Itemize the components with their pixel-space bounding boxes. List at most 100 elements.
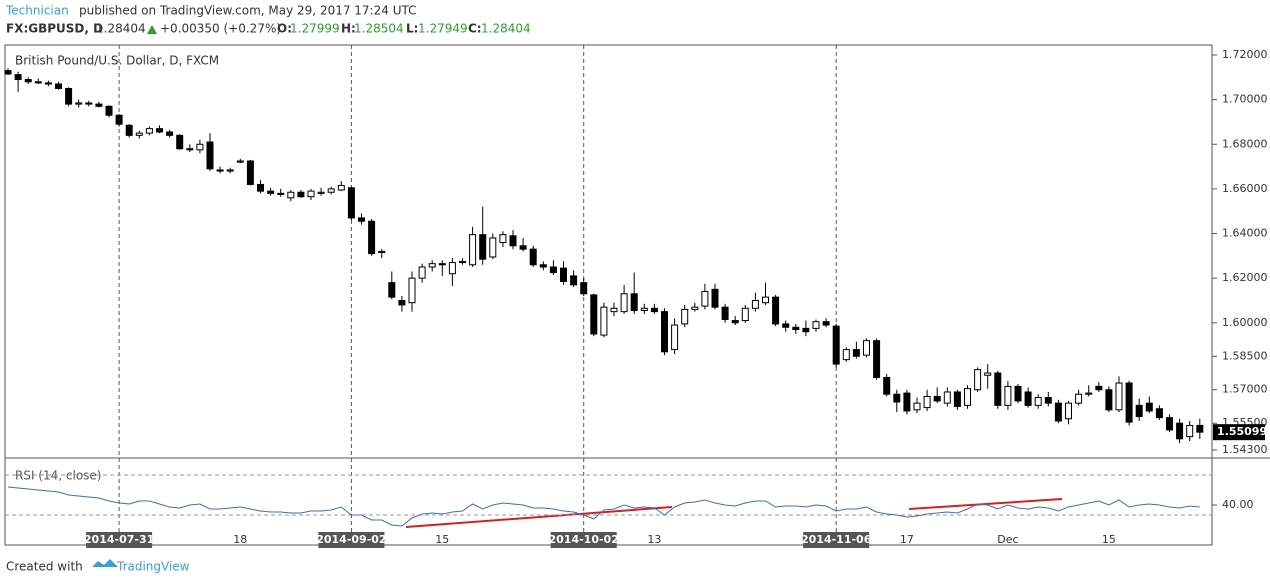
candle-body xyxy=(489,237,497,258)
candle-body xyxy=(115,114,123,125)
x-tick-label: 2014-10-02 xyxy=(549,533,619,546)
candle-body xyxy=(772,296,780,325)
candle-body xyxy=(731,320,739,324)
candle-body xyxy=(358,217,365,222)
candle-body xyxy=(1155,408,1163,419)
candle-body xyxy=(65,87,73,105)
date-highlight xyxy=(550,532,617,548)
x-tick-label: 17 xyxy=(900,533,914,546)
candle-body xyxy=(903,392,911,412)
candle-body xyxy=(549,266,557,274)
candle-body xyxy=(701,291,709,307)
candle-body xyxy=(438,263,446,266)
candle-body xyxy=(1085,392,1093,395)
candle-body xyxy=(327,188,335,193)
candle-body xyxy=(55,83,62,89)
author[interactable]: Technician xyxy=(5,4,69,18)
candle-body xyxy=(1135,404,1143,418)
candle-body xyxy=(257,183,264,192)
candle-body xyxy=(650,307,658,313)
candle-body xyxy=(388,282,396,298)
candle-body xyxy=(529,248,537,266)
footer-brand[interactable]: TradingView xyxy=(116,560,190,574)
candle-body xyxy=(661,311,668,353)
candle-body xyxy=(1145,402,1153,412)
candle-body xyxy=(974,369,982,391)
candle-body xyxy=(681,308,689,325)
candle-body xyxy=(1105,389,1113,411)
trendline xyxy=(908,498,1063,510)
candle-body xyxy=(418,266,426,279)
candle-body xyxy=(1095,385,1103,391)
x-tick-label: 13 xyxy=(647,533,661,546)
candle-body xyxy=(186,148,194,151)
y-tick-label: 1.60000 xyxy=(1222,316,1268,329)
candle-body xyxy=(539,264,547,268)
candle-body xyxy=(44,82,52,85)
candle-body xyxy=(1004,385,1012,406)
candle-body xyxy=(711,288,719,308)
o-value: 1.27999 xyxy=(290,22,340,36)
date-highlight xyxy=(318,532,385,548)
y-tick-label: 1.57000 xyxy=(1222,383,1268,396)
candle-body xyxy=(206,141,214,170)
candle-body xyxy=(297,191,305,198)
candle-body xyxy=(176,134,184,150)
candle-body xyxy=(671,324,679,351)
candle-body xyxy=(145,128,153,134)
candle-body xyxy=(620,293,628,313)
h-key: H: xyxy=(341,22,356,36)
candle-body xyxy=(842,349,850,361)
rsi-title: RSI (14, close) xyxy=(15,469,101,483)
candle-body xyxy=(590,294,598,335)
trendline xyxy=(405,506,673,528)
y-tick-label: 1.58500 xyxy=(1222,349,1268,362)
candle-body xyxy=(782,323,790,328)
candle-body xyxy=(277,192,285,195)
candle-body xyxy=(347,187,355,219)
candle-body xyxy=(883,376,891,395)
chart-title: British Pound/U.S. Dollar, D, FXCM xyxy=(15,54,219,68)
candle-body xyxy=(852,349,860,357)
candle-body xyxy=(519,245,527,250)
candle-body xyxy=(125,124,133,136)
date-highlight xyxy=(803,532,870,548)
candle-body xyxy=(246,160,254,185)
y-tick-label: 1.72000 xyxy=(1222,48,1268,61)
candle-body xyxy=(1166,417,1173,431)
candle-body xyxy=(95,103,103,107)
l-key: L: xyxy=(406,22,418,36)
candle-body xyxy=(459,260,466,264)
candle-body xyxy=(216,169,224,172)
candle-body xyxy=(398,299,406,306)
y-tick-label: 1.64000 xyxy=(1222,227,1268,240)
candle-body xyxy=(600,306,608,336)
candle-body xyxy=(267,190,275,194)
candle-body xyxy=(863,340,870,356)
o-key: O: xyxy=(277,22,292,36)
x-tick-label: 15 xyxy=(435,533,449,546)
x-tick-label: 18 xyxy=(233,533,247,546)
l-value: 1.27949 xyxy=(418,22,468,36)
candle-body xyxy=(307,190,315,198)
change: +0.00350 (+0.27%) xyxy=(160,22,281,36)
candle-body xyxy=(236,160,244,163)
candle-body xyxy=(24,79,32,83)
candle-body xyxy=(499,234,507,243)
candle-body xyxy=(1075,393,1083,404)
candle-body xyxy=(1176,422,1184,440)
candle-body xyxy=(822,321,830,326)
candle-body xyxy=(287,191,295,199)
price: 1.28404 xyxy=(96,22,146,36)
candle-body xyxy=(408,277,416,304)
candle-body xyxy=(135,132,143,136)
candle-body xyxy=(560,267,567,283)
candle-body xyxy=(1054,402,1062,422)
y-tick-label: 1.68000 xyxy=(1222,137,1268,150)
x-tick-label: Dec xyxy=(997,533,1018,546)
published: published on TradingView.com, May 29, 20… xyxy=(79,4,416,18)
candle-body xyxy=(994,372,1002,406)
x-tick-label: 15 xyxy=(1102,533,1116,546)
price-label-bg xyxy=(1213,424,1265,441)
